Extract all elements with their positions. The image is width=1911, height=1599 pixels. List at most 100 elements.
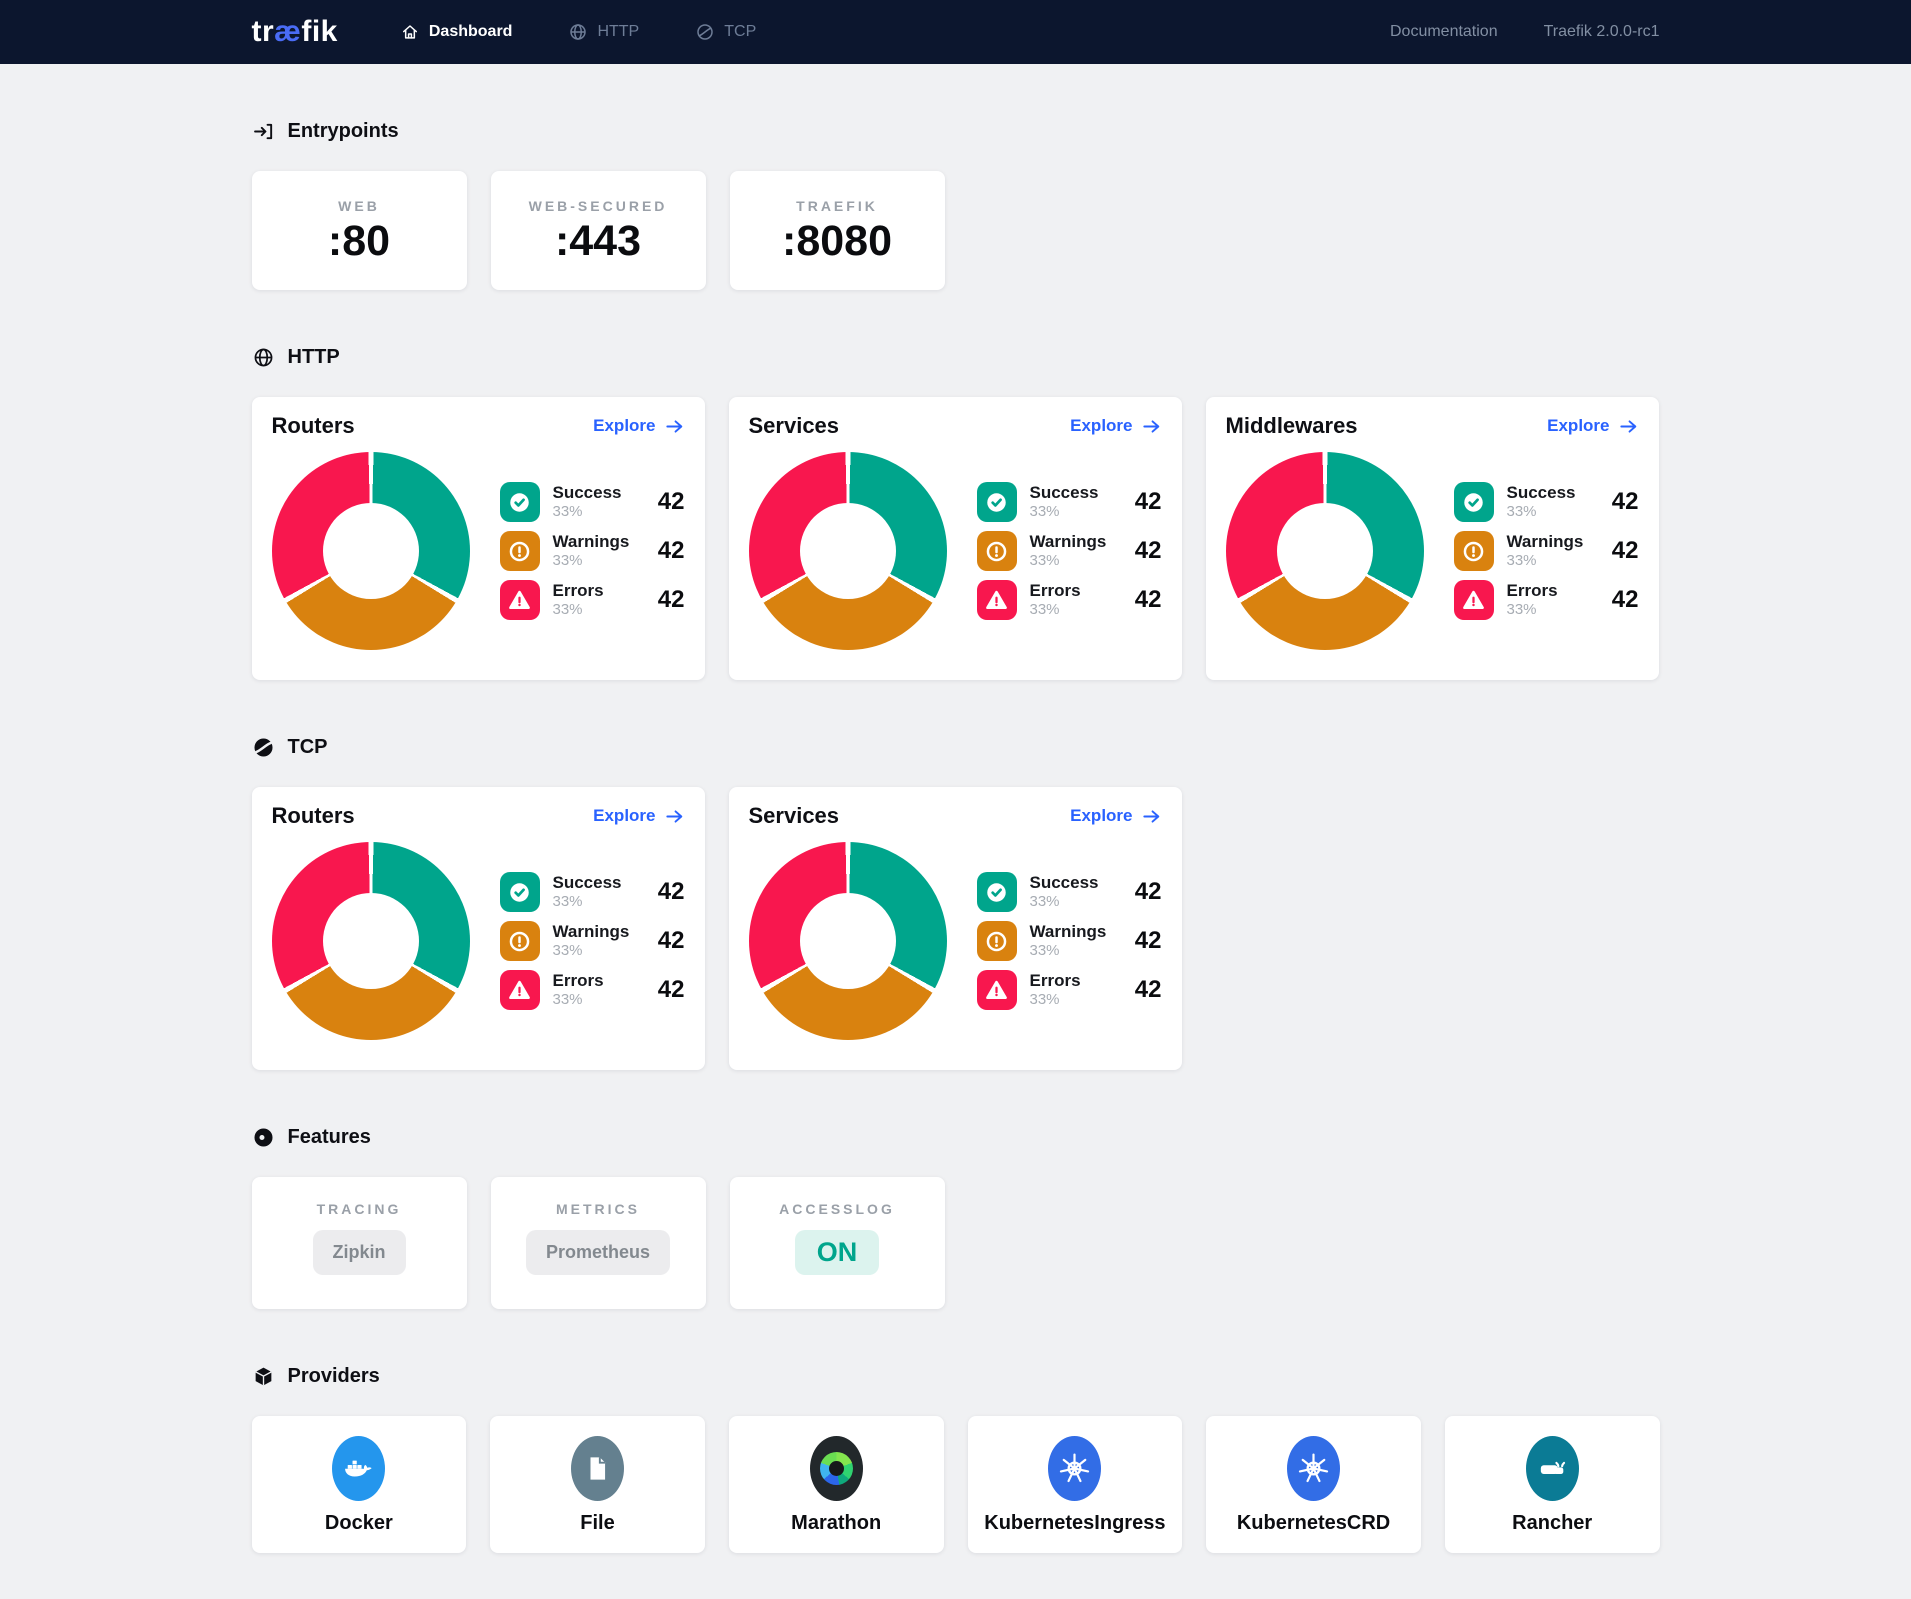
legend-percent: 33%	[552, 942, 583, 960]
feature-value-pill: Zipkin	[312, 1230, 406, 1275]
legend-label: Warnings	[552, 921, 630, 941]
arrow-right-icon	[664, 416, 685, 437]
donut-chart	[271, 452, 470, 650]
explore-link[interactable]: Explore	[1070, 806, 1161, 827]
legend-texts: Success 33%	[553, 873, 622, 911]
legend-row: Success 33% 42	[976, 872, 1162, 912]
arrow-right-icon	[1618, 416, 1639, 437]
legend-value: 42	[657, 976, 685, 1003]
provider-name: Marathon	[791, 1512, 882, 1534]
section-title-label: Features	[287, 1126, 371, 1148]
legend-value: 42	[1611, 488, 1639, 515]
chart-card-title: Middlewares	[1225, 413, 1358, 438]
legend-label: Warnings	[552, 531, 630, 551]
chart-legend: Success 33% 42 Warnings 33% 42 Errors 33% 42	[976, 482, 1162, 620]
legend-row: Warnings 33% 42	[499, 921, 685, 961]
explore-link[interactable]: Explore	[593, 416, 684, 437]
chart-card: Routers Explore Success 33% 42 Warnings 33% 42 E…	[251, 397, 705, 680]
legend-label: Errors	[1506, 580, 1558, 600]
legend-label: Warnings	[1506, 531, 1584, 551]
legend-texts: Warnings 33%	[553, 532, 630, 570]
provider-avatar	[571, 1436, 624, 1501]
nav-item-http[interactable]: HTTP	[568, 22, 639, 42]
legend-label: Errors	[1029, 970, 1081, 990]
entrypoint-card: WEB-SECURED:443	[490, 171, 706, 290]
error-icon	[499, 580, 540, 620]
nav-item-label: TCP	[724, 23, 757, 40]
chart-card-body: Success 33% 42 Warnings 33% 42 Errors 33% 42	[271, 842, 685, 1040]
entrypoint-card: WEB:80	[251, 171, 467, 290]
legend-value: 42	[657, 488, 685, 515]
chart-card-header: Services Explore	[749, 803, 1162, 829]
success-icon	[499, 872, 540, 912]
legend-row: Success 33% 42	[976, 482, 1162, 522]
docker-icon	[341, 1451, 376, 1486]
warning-icon	[976, 921, 1017, 961]
chart-legend: Success 33% 42 Warnings 33% 42 Errors 33% 42	[1453, 482, 1639, 620]
provider-card: Docker	[251, 1416, 467, 1553]
legend-percent: 33%	[1029, 503, 1060, 521]
legend-texts: Errors 33%	[1030, 581, 1081, 619]
dashboard-main: Entrypoints WEB:80 WEB-SECURED:443 TRAEFIK…	[251, 120, 1660, 1599]
warning-icon	[1453, 531, 1494, 571]
entrypoints-icon	[252, 120, 275, 143]
chart-card-body: Success 33% 42 Warnings 33% 42 Errors 33% 42	[271, 452, 685, 650]
feature-name: METRICS	[556, 1201, 640, 1217]
explore-link[interactable]: Explore	[1547, 416, 1638, 437]
arrow-right-icon	[1141, 806, 1162, 827]
success-icon	[499, 482, 540, 522]
provider-avatar	[1525, 1436, 1579, 1501]
entrypoint-name: WEB	[338, 198, 380, 214]
warning-icon	[1460, 538, 1487, 565]
legend-label: Success	[552, 482, 622, 502]
chart-card-body: Success 33% 42 Warnings 33% 42 Errors 33% 42	[748, 452, 1162, 650]
legend-row: Success 33% 42	[499, 482, 685, 522]
legend-value: 42	[657, 537, 685, 564]
provider-avatar	[1287, 1436, 1341, 1501]
legend-label: Warnings	[1029, 531, 1107, 551]
warning-icon	[976, 531, 1017, 571]
arrow-right-icon	[664, 806, 685, 827]
providers-icon	[252, 1365, 275, 1388]
section-title-label: Entrypoints	[287, 120, 399, 142]
donut-chart	[1225, 452, 1424, 650]
legend-value: 42	[1134, 976, 1162, 1003]
chart-card-title: Services	[748, 413, 840, 438]
warning-icon	[506, 928, 533, 955]
entrypoints-row: WEB:80 WEB-SECURED:443 TRAEFIK:8080	[251, 171, 1660, 290]
legend-texts: Warnings 33%	[1030, 532, 1107, 570]
legend-value: 42	[1611, 537, 1639, 564]
success-icon	[976, 482, 1017, 522]
legend-value: 42	[1134, 878, 1162, 905]
explore-link[interactable]: Explore	[1070, 416, 1161, 437]
legend-row: Warnings 33% 42	[976, 921, 1162, 961]
legend-row: Errors 33% 42	[976, 970, 1162, 1010]
explore-link[interactable]: Explore	[593, 806, 684, 827]
legend-row: Errors 33% 42	[499, 970, 685, 1010]
warning-icon	[499, 531, 540, 571]
chart-card-header: Routers Explore	[272, 413, 685, 439]
nav-item-dashboard[interactable]: Dashboard	[400, 22, 512, 42]
section-title-label: TCP	[287, 736, 328, 758]
provider-card: Rancher	[1444, 1416, 1660, 1553]
home-icon	[400, 22, 420, 42]
legend-value: 42	[1134, 537, 1162, 564]
navbar-items: Dashboard HTTP TCP	[400, 22, 756, 42]
feature-value-pill: Prometheus	[525, 1230, 671, 1275]
success-icon	[506, 489, 533, 516]
section-title-label: HTTP	[287, 346, 340, 368]
error-icon	[499, 970, 540, 1010]
error-icon	[506, 977, 533, 1004]
entrypoint-port: :8080	[782, 217, 892, 265]
traefik-logo[interactable]: træfik	[252, 15, 338, 49]
provider-card: KubernetesIngress	[967, 1416, 1183, 1553]
chart-card: Routers Explore Success 33% 42 Warnings 33% 42 E…	[251, 787, 705, 1070]
provider-avatar	[332, 1436, 386, 1501]
entrypoint-port: :443	[554, 217, 642, 265]
legend-texts: Errors 33%	[1507, 581, 1558, 619]
providers-section-title: Providers	[252, 1365, 1660, 1388]
documentation-link[interactable]: Documentation	[1389, 23, 1498, 40]
legend-label: Success	[1029, 482, 1099, 502]
provider-name: File	[580, 1512, 615, 1534]
nav-item-tcp[interactable]: TCP	[695, 22, 756, 42]
